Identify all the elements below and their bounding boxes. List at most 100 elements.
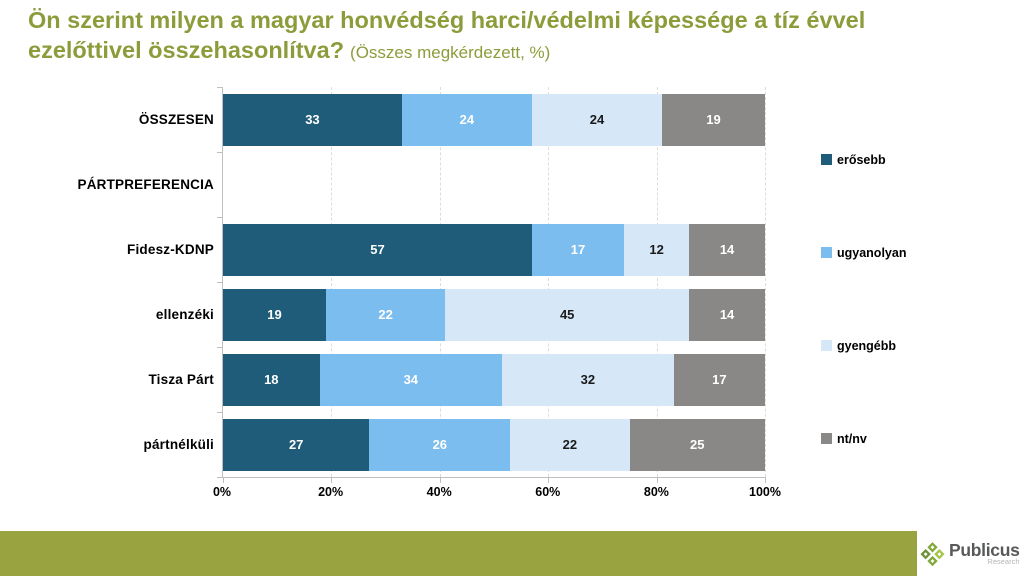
bar-value-label: 14 bbox=[719, 307, 735, 322]
y-tick bbox=[217, 412, 223, 413]
bar-value-label: 17 bbox=[712, 372, 727, 387]
gridline-100 bbox=[765, 87, 766, 477]
bar-row-tisza-p-rt: 18 34 32 17 bbox=[223, 347, 765, 412]
logo-name: Publicus bbox=[949, 540, 1020, 560]
bar-segment-gyeng-bb: 45 bbox=[445, 288, 690, 341]
stacked-bar bbox=[223, 159, 765, 211]
logo-subtext: Research bbox=[987, 557, 1020, 566]
bar-value-label: 27 bbox=[288, 437, 304, 452]
bar-value-label: 24 bbox=[459, 112, 475, 127]
category-label-p-rtpreferencia: PÁRTPREFERENCIA bbox=[77, 177, 214, 192]
bar-value-label: 26 bbox=[432, 437, 448, 452]
x-tick bbox=[331, 477, 333, 483]
bar-value-label: 34 bbox=[403, 372, 419, 387]
bar-segment-nt-nv: 25 bbox=[629, 418, 765, 471]
bar-row-ellenz-ki: 19 22 45 14 bbox=[223, 282, 765, 347]
bar-segment-gyeng-bb: 24 bbox=[531, 93, 663, 146]
bar-segment-er-sebb: 19 bbox=[223, 288, 326, 341]
title-line-1: Ön szerint milyen a magyar honvédség har… bbox=[28, 7, 866, 33]
x-axis-label-0: 0% bbox=[212, 485, 232, 499]
bar-segment-gyeng-bb: 22 bbox=[510, 418, 630, 471]
bar-value-label: 57 bbox=[370, 242, 385, 257]
bar-value-label: 22 bbox=[562, 437, 578, 452]
bar-value-label: 18 bbox=[264, 372, 279, 387]
title-line-2: ezelőttivel összehasonlítva? (Összes megk… bbox=[28, 35, 998, 68]
bar-value-label: 12 bbox=[649, 242, 664, 257]
y-tick bbox=[217, 282, 223, 283]
x-axis-label-80: 80% bbox=[643, 485, 669, 499]
stacked-bar: 57 17 12 14 bbox=[223, 223, 765, 276]
legend-item-ugyanolyan: ugyanolyan bbox=[821, 245, 906, 260]
publicus-logo-text: Publicus Research bbox=[949, 540, 1020, 566]
footer-brand-bar bbox=[0, 531, 917, 576]
stacked-bar: 19 22 45 14 bbox=[223, 288, 765, 341]
category-label-fidesz-kdnp: Fidesz-KDNP bbox=[127, 242, 214, 257]
bar-row-p-rtpreferencia bbox=[223, 152, 765, 217]
stacked-bar: 27 26 22 25 bbox=[223, 418, 765, 471]
x-axis-labels: 0% 20% 40% 60% 80% 100% bbox=[213, 485, 781, 503]
x-tick bbox=[548, 477, 550, 483]
category-label-p-rtn-lk-li: pártnélküli bbox=[143, 437, 214, 452]
bar-value-label: 22 bbox=[378, 307, 393, 322]
stacked-bar-plot: 33 24 24 19 57 17 12 14 19 22 45 14 18 34 32 17 27 26 22 25 bbox=[217, 87, 766, 483]
legend-swatch-ugyanolyan bbox=[821, 247, 832, 258]
bar-segment-ugyanolyan: 34 bbox=[319, 353, 503, 406]
bar-value-label: 33 bbox=[305, 112, 320, 127]
y-tick bbox=[217, 347, 223, 348]
gridline-60 bbox=[548, 87, 550, 477]
bar-rows: 33 24 24 19 57 17 12 14 19 22 45 14 18 34 32 17 27 26 22 25 bbox=[223, 87, 765, 477]
y-tick bbox=[217, 217, 223, 218]
bar-segment-nt-nv: 14 bbox=[689, 223, 765, 276]
category-label-tisza-p-rt: Tisza Párt bbox=[148, 372, 214, 387]
bar-segment-er-sebb: 27 bbox=[223, 418, 370, 471]
bar-row-p-rtn-lk-li: 27 26 22 25 bbox=[223, 412, 765, 477]
legend-item-gyeng-bb: gyengébb bbox=[821, 338, 906, 353]
legend-item-nt-nv: nt/nv bbox=[821, 431, 906, 446]
legend-swatch-er-sebb bbox=[821, 154, 832, 165]
category-label-ellenz-ki: ellenzéki bbox=[155, 307, 214, 322]
bar-value-label: 14 bbox=[719, 242, 735, 257]
title-line-2-main: ezelőttivel összehasonlítva? bbox=[28, 37, 345, 63]
legend-label: nt/nv bbox=[837, 431, 867, 446]
category-labels: ÖSSZESEN PÁRTPREFERENCIA Fidesz-KDNP ellenz… bbox=[0, 87, 214, 477]
bar-segment-ugyanolyan: 22 bbox=[325, 288, 446, 341]
bar-segment-er-sebb: 18 bbox=[223, 353, 320, 406]
x-tick bbox=[223, 477, 224, 483]
legend-label: erősebb bbox=[837, 152, 886, 167]
chart-legend: erősebb ugyanolyan gyengébb nt/nv bbox=[821, 152, 906, 446]
publicus-diamond-icon bbox=[920, 541, 945, 566]
bar-value-label: 25 bbox=[690, 437, 705, 452]
x-axis-label-40: 40% bbox=[426, 485, 452, 499]
y-tick bbox=[217, 87, 223, 88]
bar-value-label: 19 bbox=[706, 112, 721, 127]
bar-segment-gyeng-bb: 32 bbox=[502, 353, 674, 406]
bar-segment-er-sebb: 33 bbox=[223, 93, 402, 146]
x-tick bbox=[439, 477, 441, 483]
bar-segment-nt-nv: 19 bbox=[662, 93, 765, 146]
x-tick bbox=[656, 477, 658, 483]
legend-label: ugyanolyan bbox=[837, 245, 907, 260]
bar-segment-er-sebb: 57 bbox=[223, 223, 532, 276]
stacked-bar: 18 34 32 17 bbox=[223, 353, 765, 406]
stacked-bar: 33 24 24 19 bbox=[223, 93, 765, 146]
publicus-logo: Publicus Research bbox=[919, 533, 1022, 575]
bar-value-label: 17 bbox=[570, 242, 586, 257]
legend-swatch-gyeng-bb bbox=[821, 340, 832, 351]
x-axis-label-20: 20% bbox=[318, 485, 344, 499]
bar-segment-ugyanolyan: 24 bbox=[401, 93, 532, 146]
x-axis-label-60: 60% bbox=[535, 485, 561, 499]
category-label-sszesen: ÖSSZESEN bbox=[138, 112, 214, 127]
bar-value-label: 45 bbox=[559, 307, 575, 322]
gridline-80 bbox=[656, 87, 658, 477]
bar-value-label: 19 bbox=[267, 307, 282, 322]
bar-segment-ugyanolyan: 17 bbox=[531, 223, 625, 276]
bar-segment-nt-nv: 14 bbox=[689, 288, 765, 341]
bar-value-label: 24 bbox=[589, 112, 605, 127]
y-tick bbox=[217, 152, 223, 153]
y-tick bbox=[217, 477, 223, 478]
bar-segment-gyeng-bb: 12 bbox=[624, 223, 690, 276]
gridline-40 bbox=[439, 87, 441, 477]
bar-segment-nt-nv: 17 bbox=[673, 353, 765, 406]
bar-segment-ugyanolyan: 26 bbox=[369, 418, 511, 471]
